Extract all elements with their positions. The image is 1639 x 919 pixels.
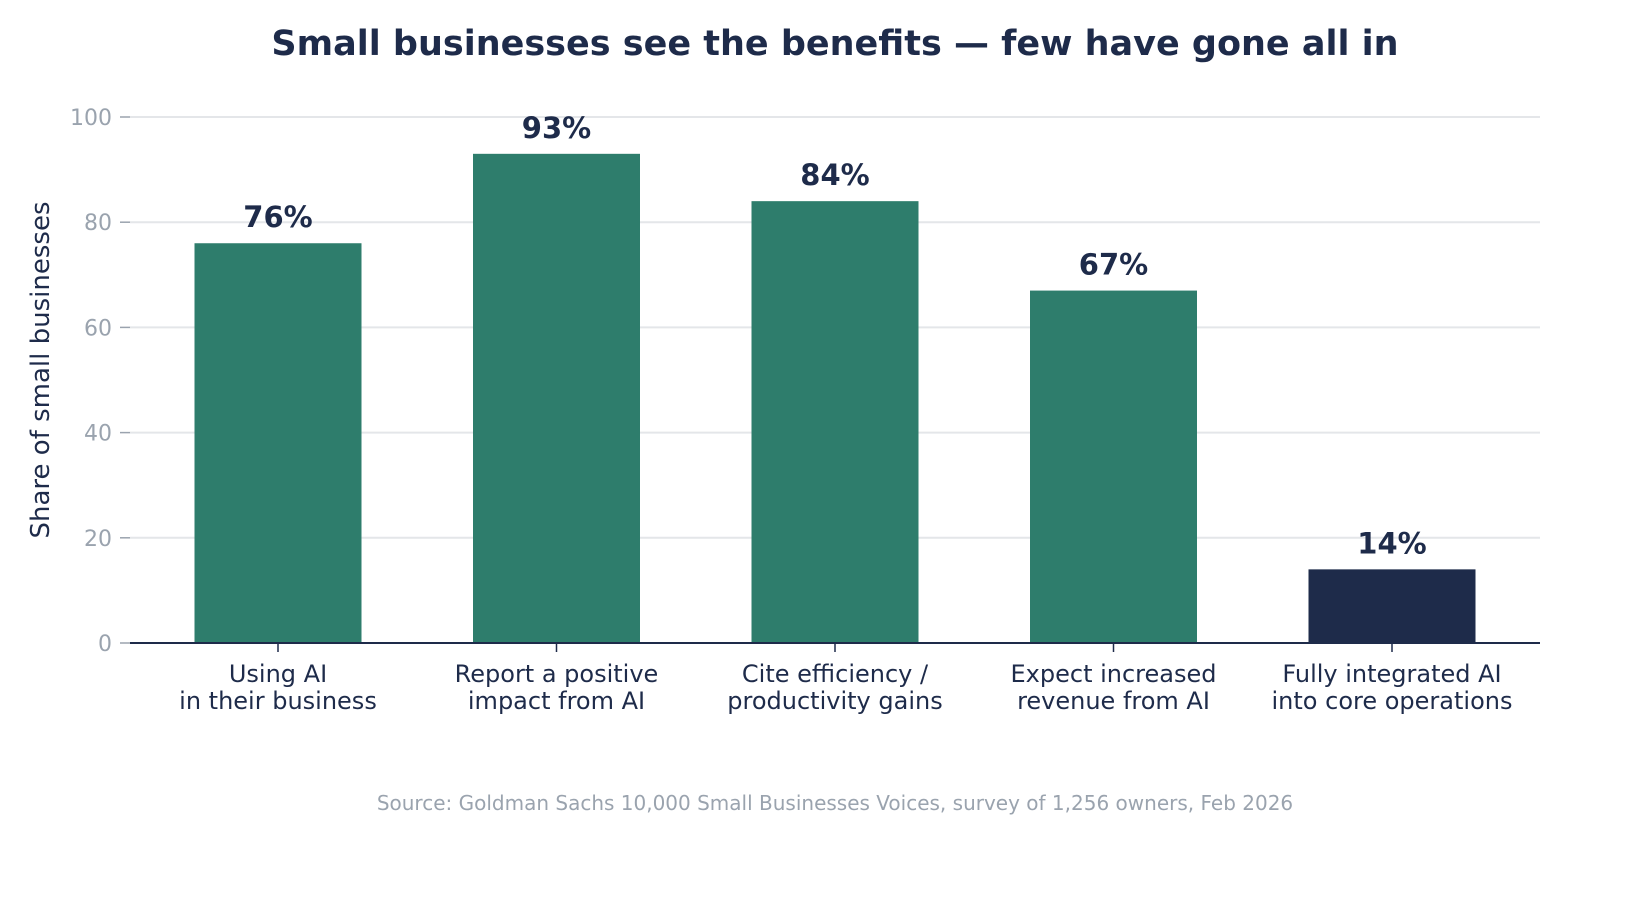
source-note: Source: Goldman Sachs 10,000 Small Busin… — [377, 791, 1293, 815]
x-tick-label-line: Fully integrated AI — [1282, 660, 1501, 688]
x-tick-label-line: Cite efficiency / — [742, 660, 929, 688]
x-tick-label-line: Expect increased — [1011, 660, 1217, 688]
y-tick-label: 20 — [84, 527, 112, 552]
x-tick-label-line: Report a positive — [455, 660, 659, 688]
bar-value-label: 93% — [522, 111, 591, 145]
y-tick-label: 60 — [84, 316, 112, 341]
x-tick-label: Cite efficiency / productivity gains — [727, 660, 942, 715]
x-tick-label: Fully integrated AI into core operations — [1272, 660, 1513, 715]
x-tick-label-line: into core operations — [1272, 687, 1513, 715]
y-tick-label: 100 — [70, 106, 112, 131]
x-tick-label: Expect increased revenue from AI — [1011, 660, 1217, 715]
y-axis-label: Share of small businesses — [26, 202, 56, 539]
y-tick-label: 0 — [98, 632, 112, 657]
bar — [1030, 290, 1197, 643]
bar — [194, 243, 362, 644]
bar-value-label: 84% — [800, 158, 869, 192]
bar-value-label: 76% — [243, 200, 312, 234]
x-tick-label-line: in their business — [179, 687, 377, 715]
x-tick-label-line: impact from AI — [468, 687, 645, 715]
value-labels: 76% 93% 84% 67% 14% — [243, 111, 1426, 561]
x-tick-label: Report a positive impact from AI — [455, 660, 659, 715]
x-tick-label: Using AI in their business — [179, 660, 377, 715]
bar — [473, 153, 640, 643]
chart-title: Small businesses see the benefits — few … — [271, 24, 1398, 64]
y-tick-label: 80 — [84, 211, 112, 236]
bar — [1308, 569, 1476, 643]
bar-value-label: 67% — [1079, 248, 1148, 282]
y-axis-ticks: 0 20 40 60 80 100 — [70, 106, 130, 657]
bar — [751, 201, 919, 643]
y-tick-label: 40 — [84, 422, 112, 447]
x-tick-label-line: revenue from AI — [1017, 687, 1210, 715]
x-tick-label-line: productivity gains — [727, 687, 942, 715]
bar-value-label: 14% — [1357, 526, 1426, 560]
x-tick-label-line: Using AI — [229, 660, 327, 688]
bars — [194, 153, 1476, 644]
x-axis-ticks: Using AI in their business Report a positi… — [179, 643, 1512, 715]
